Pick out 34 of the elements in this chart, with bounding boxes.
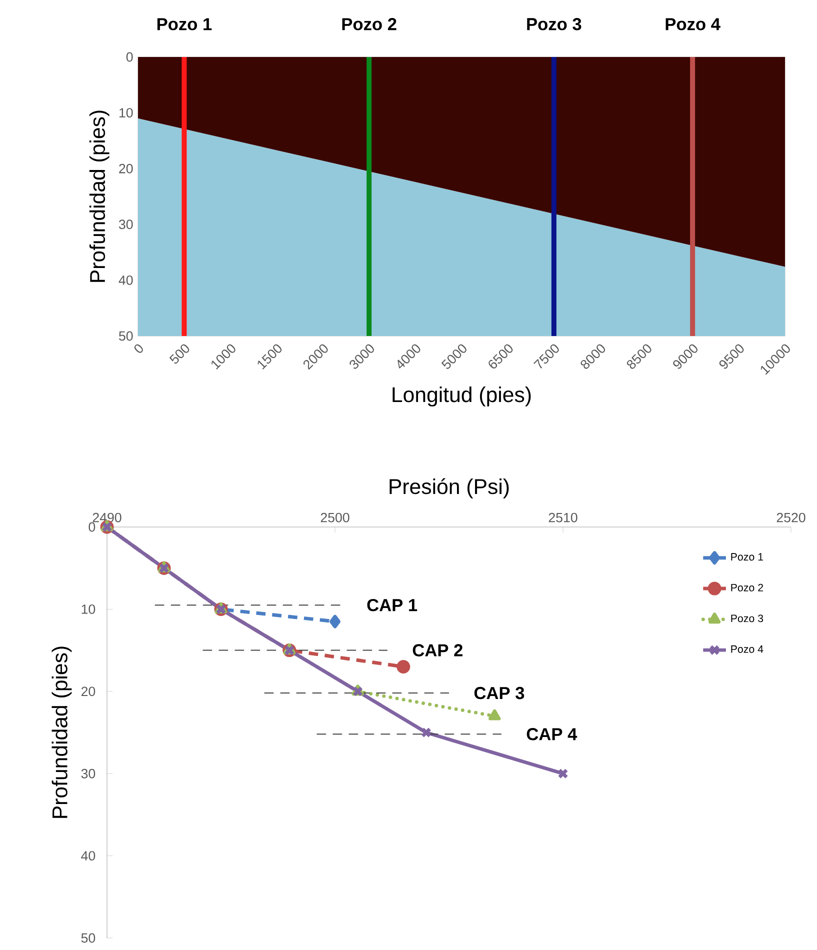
annotation: CAP 4 xyxy=(526,728,578,740)
x-tick-label: 2510 xyxy=(548,512,578,522)
annotation: CAP 3 xyxy=(474,686,524,700)
x-tick-label: 2490 xyxy=(92,512,122,522)
y-tick-label: 40 xyxy=(118,275,133,285)
annotation: CAP 2 xyxy=(412,644,462,656)
y-tick-label: 10 xyxy=(82,604,96,614)
x-axis-title: Longitud (pies) xyxy=(392,386,531,406)
y-tick-label: 30 xyxy=(118,220,133,230)
ref-line-label: Pozo 1 xyxy=(157,18,212,30)
legend-label: Pozo 2 xyxy=(731,584,763,592)
annotation: CAP 1 xyxy=(367,598,418,612)
x-axis-title: Presión (Psi) xyxy=(390,478,509,498)
y-tick-label: 10 xyxy=(119,108,133,118)
x-tick-label: 0 xyxy=(134,344,143,353)
legend-label: Pozo 3 xyxy=(731,614,764,622)
y-tick-label: 50 xyxy=(81,933,96,943)
x-tick-label: 2500 xyxy=(320,512,350,522)
x-tick-label: 500 xyxy=(169,344,190,364)
legend-label: Pozo 4 xyxy=(731,645,764,653)
x-tick-label: 2520 xyxy=(776,512,806,522)
y-tick-label: 30 xyxy=(81,768,96,778)
y-tick-label: 20 xyxy=(119,164,133,174)
y-axis-title: Profundidad (pies) xyxy=(52,646,72,818)
y-tick-label: 0 xyxy=(126,52,133,62)
ref-line-label: Pozo 4 xyxy=(666,18,720,30)
ref-line-label: Pozo 2 xyxy=(342,18,396,30)
ref-line-label: Pozo 3 xyxy=(527,18,582,30)
legend-label: Pozo 1 xyxy=(731,553,764,561)
y-tick-label: 0 xyxy=(88,522,96,532)
y-tick-label: 20 xyxy=(81,686,96,696)
y-axis-title: Profundidad (pies) xyxy=(89,110,110,282)
y-tick-label: 40 xyxy=(81,851,96,861)
y-tick-label: 50 xyxy=(119,331,133,341)
